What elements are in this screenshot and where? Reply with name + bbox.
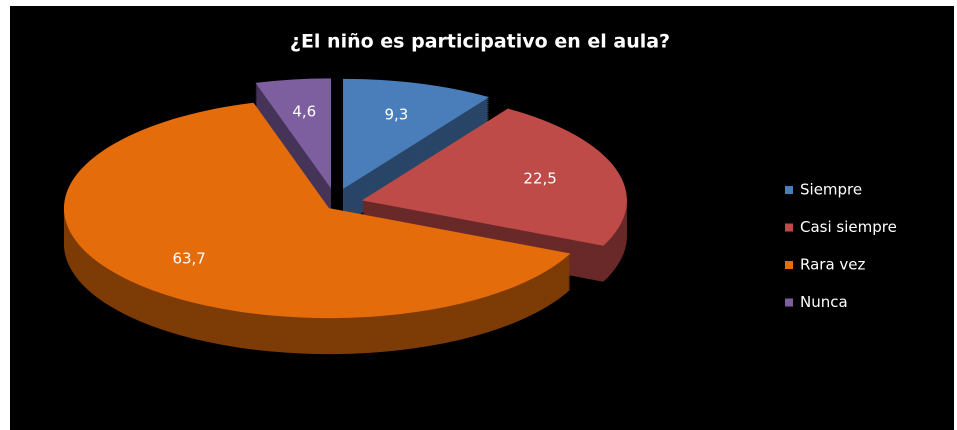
pie-slice [255,78,331,189]
data-label: 63,7 [172,249,205,267]
pie-slice [361,108,627,246]
legend-label: Casi siempre [800,218,897,236]
legend-label: Nunca [800,293,848,311]
data-label: 22,5 [523,169,556,187]
legend-swatch [785,261,793,269]
pie-slice [63,102,571,319]
data-label: 9,3 [385,106,409,124]
legend-label: Rara vez [800,256,866,274]
legend-swatch [785,223,793,232]
data-label: 4,6 [292,103,316,121]
chart-title: ¿El niño es participativo en el aula? [290,31,670,53]
legend-swatch [785,186,793,194]
pie-slice [343,78,490,189]
legend-swatch [785,298,793,307]
legend-label: Siempre [800,181,862,199]
